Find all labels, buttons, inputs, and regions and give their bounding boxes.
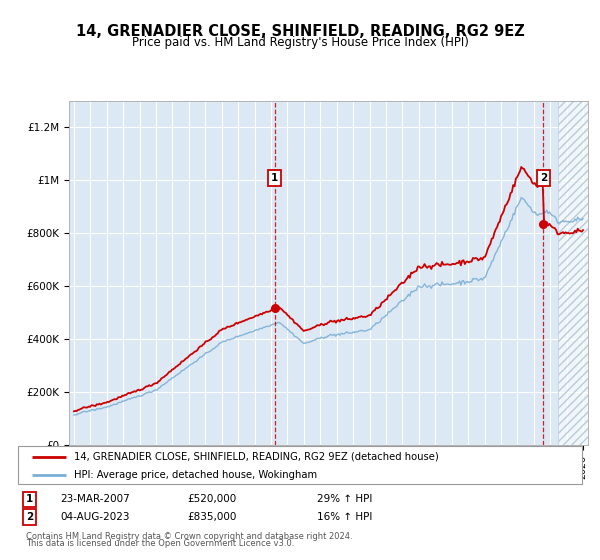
Text: Price paid vs. HM Land Registry's House Price Index (HPI): Price paid vs. HM Land Registry's House …: [131, 36, 469, 49]
Text: HPI: Average price, detached house, Wokingham: HPI: Average price, detached house, Woki…: [74, 470, 317, 480]
Text: 16% ↑ HPI: 16% ↑ HPI: [317, 512, 372, 522]
FancyBboxPatch shape: [18, 446, 582, 484]
Text: £835,000: £835,000: [187, 512, 236, 522]
Bar: [559, 101, 588, 445]
Text: 1: 1: [26, 494, 33, 505]
Text: This data is licensed under the Open Government Licence v3.0.: This data is licensed under the Open Gov…: [26, 539, 294, 548]
Bar: [559, 101, 588, 445]
Text: 2: 2: [540, 173, 547, 183]
Text: 1: 1: [271, 173, 278, 183]
Text: Contains HM Land Registry data © Crown copyright and database right 2024.: Contains HM Land Registry data © Crown c…: [26, 532, 353, 541]
Text: £520,000: £520,000: [187, 494, 236, 505]
Text: 14, GRENADIER CLOSE, SHINFIELD, READING, RG2 9EZ (detached house): 14, GRENADIER CLOSE, SHINFIELD, READING,…: [74, 452, 439, 462]
Text: 14, GRENADIER CLOSE, SHINFIELD, READING, RG2 9EZ: 14, GRENADIER CLOSE, SHINFIELD, READING,…: [76, 25, 524, 39]
Text: 23-MAR-2007: 23-MAR-2007: [60, 494, 130, 505]
Text: 2: 2: [26, 512, 33, 522]
Text: 29% ↑ HPI: 29% ↑ HPI: [317, 494, 372, 505]
Text: 04-AUG-2023: 04-AUG-2023: [60, 512, 130, 522]
